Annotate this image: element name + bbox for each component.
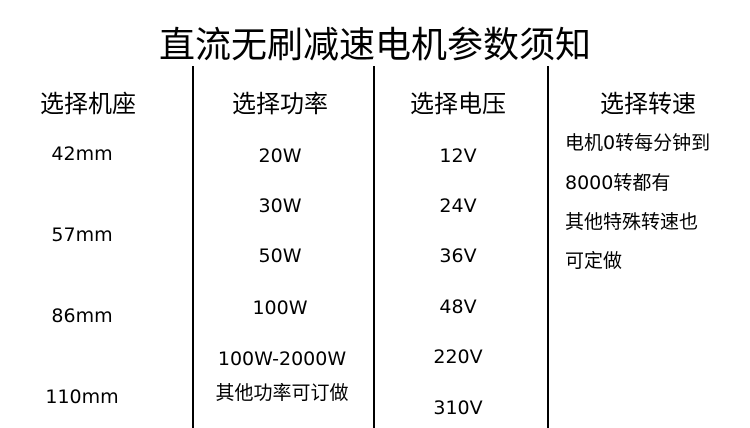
page-title: 直流无刷减速电机参数须知	[158, 25, 592, 66]
column-header-voltage: 选择电压	[410, 90, 506, 118]
voltage-value: 220V	[433, 346, 483, 368]
frame-value: 86mm	[51, 305, 113, 327]
power-value: 30W	[258, 195, 302, 217]
divider	[192, 66, 194, 428]
speed-text: 8000转都有	[565, 172, 671, 194]
frame-value: 42mm	[51, 143, 113, 165]
power-value: 其他功率可订做	[215, 382, 349, 404]
voltage-value: 12V	[439, 145, 477, 167]
voltage-value: 24V	[439, 195, 477, 217]
power-value: 100W-2000W	[217, 348, 347, 370]
divider	[547, 66, 549, 428]
power-value: 20W	[258, 145, 302, 167]
column-header-frame: 选择机座	[40, 90, 136, 118]
speed-text: 电机0转每分钟到	[565, 132, 711, 154]
power-value: 100W	[252, 297, 308, 319]
column-header-power: 选择功率	[232, 90, 328, 118]
frame-value: 57mm	[51, 224, 113, 246]
divider	[373, 66, 375, 428]
voltage-value: 48V	[439, 296, 477, 318]
column-header-speed: 选择转速	[600, 90, 696, 118]
speed-text: 其他特殊转速也	[565, 211, 699, 233]
voltage-value: 36V	[439, 245, 477, 267]
voltage-value: 310V	[433, 397, 483, 419]
speed-text: 可定做	[565, 250, 623, 272]
power-value: 50W	[258, 245, 302, 267]
frame-value: 110mm	[45, 386, 119, 408]
